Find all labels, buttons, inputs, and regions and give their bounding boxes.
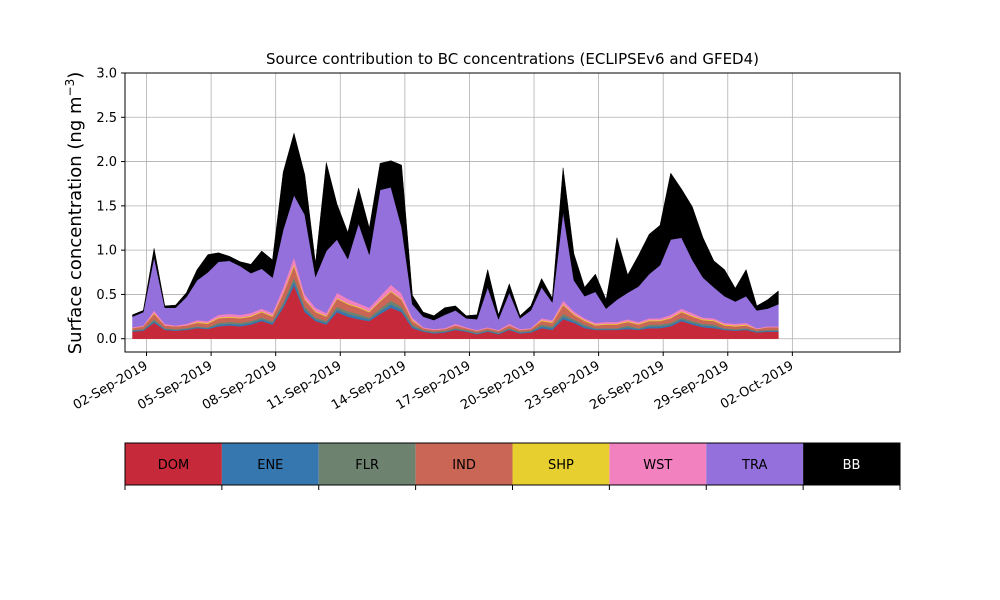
legend-label-ind: IND [452,458,476,473]
y-axis-label: Surface concentration (ng m−3) [63,72,86,355]
y-tick-label: 2.0 [96,155,117,170]
legend-swatch-shp [512,443,610,485]
legend-swatch-dom [125,443,222,485]
y-tick-label: 1.5 [96,199,117,214]
stacked-areas [132,132,779,339]
y-tick-label: 0.0 [96,332,117,347]
area-bb [132,132,779,321]
y-tick-label: 2.5 [96,111,117,126]
legend-label-bb: BB [843,458,861,473]
legend-swatch-bb [803,443,900,485]
y-tick-label: 3.0 [96,67,117,82]
y-axis: 0.0 0.5 1.0 1.5 2.0 2.5 3.0 [96,67,125,347]
legend-swatch-ind [415,443,513,485]
chart-title: Source contribution to BC concentrations… [266,50,759,68]
legend-label-dom: DOM [158,458,189,473]
legend-label-shp: SHP [548,458,574,473]
legend-swatch-tra [706,443,804,485]
plot-frame [124,72,901,353]
y-tick-label: 1.0 [96,244,117,259]
legend-swatch-flr [318,443,416,485]
legend-label-tra: TRA [741,458,767,473]
y-tick-label: 0.5 [96,288,117,303]
x-axis: 02-Sep-201905-Sep-201908-Sep-201911-Sep-… [71,352,796,413]
legend: DOM ENE FLR IND SHP WST TRA BB [124,442,901,490]
x-tick-label: 02-Oct-2019 [718,358,796,412]
legend-swatch-wst [609,443,707,485]
legend-label-wst: WST [643,458,672,473]
legend-label-ene: ENE [257,458,283,473]
legend-swatch-ene [221,443,319,485]
legend-label-flr: FLR [355,458,379,473]
